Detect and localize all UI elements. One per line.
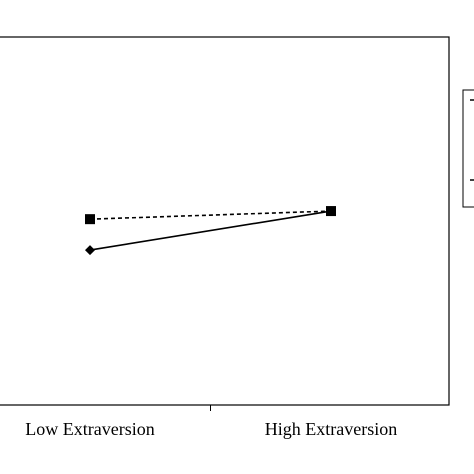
point: [85, 214, 95, 225]
point: [326, 206, 336, 217]
legend-box: [462, 89, 474, 208]
plot-frame: [0, 36, 450, 406]
point: [85, 245, 95, 256]
x-tick-label: Low Extraversion: [25, 419, 154, 439]
series-line: [89, 210, 332, 220]
x-tick-label: High Extraversion: [265, 419, 397, 439]
series-line: [89, 210, 332, 251]
